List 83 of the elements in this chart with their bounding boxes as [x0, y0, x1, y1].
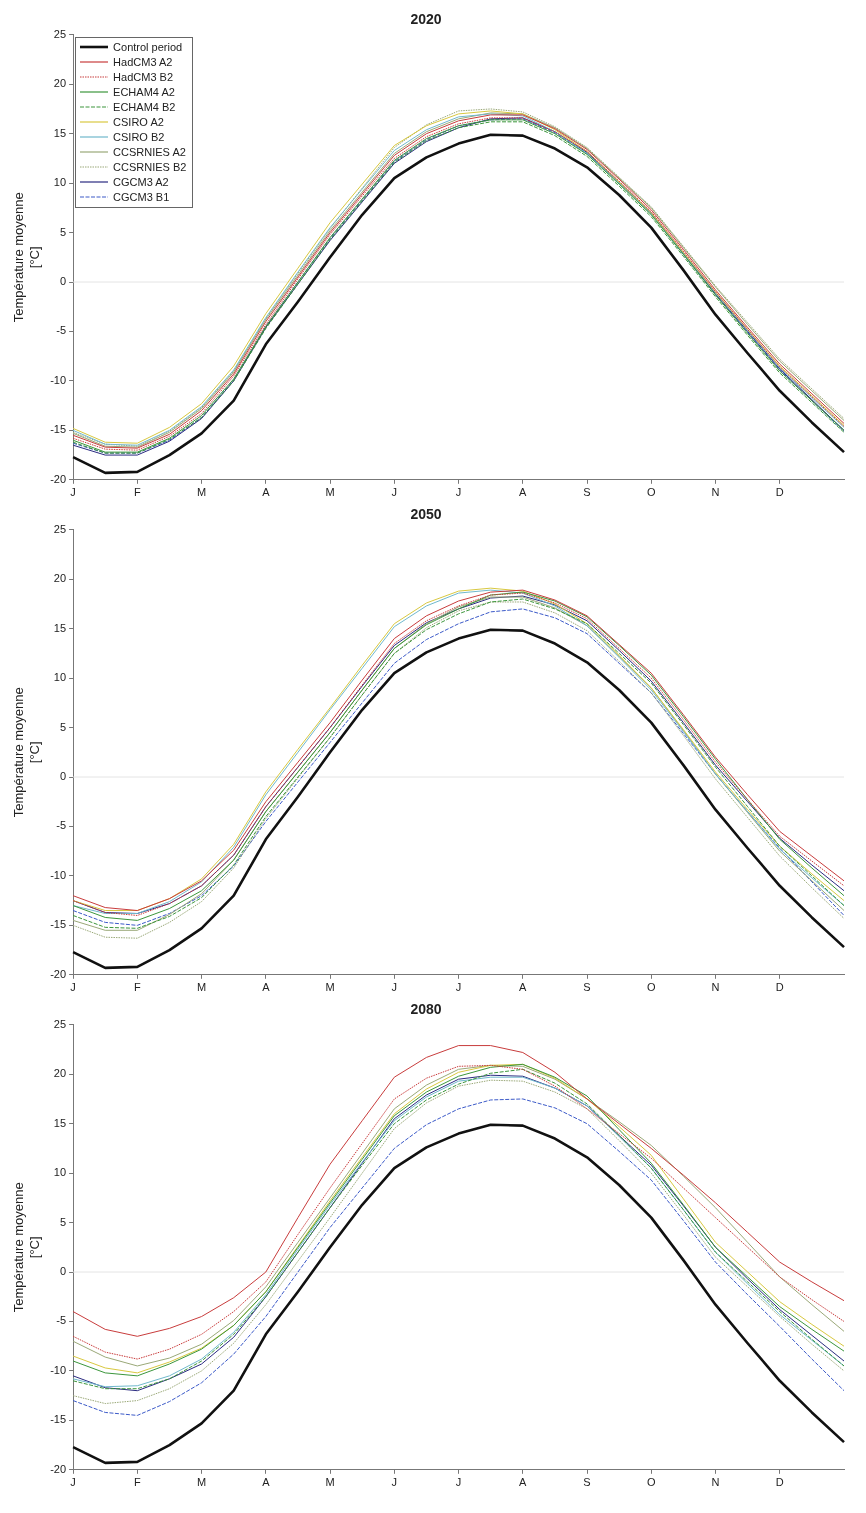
y-tick-label: 0 [59, 770, 67, 783]
x-tick-label: F [133, 486, 141, 499]
legend-label: HadCM3 B2 [113, 69, 174, 85]
chart-title: 2050 [410, 506, 442, 523]
x-tick-label: A [519, 981, 528, 994]
legend-label: CCSRNIES A2 [113, 144, 186, 160]
x-tick-label: M [197, 981, 207, 994]
y-tick-label: 0 [59, 275, 67, 288]
y-axis-title: Température moyenne [°C] [11, 687, 42, 818]
y-tick-label: 5 [59, 225, 67, 238]
y-tick-label: -15 [50, 1413, 67, 1426]
legend-label: Control period [113, 39, 183, 55]
y-tick-label: 20 [53, 572, 67, 585]
x-tick-label: N [711, 981, 720, 994]
y-tick-label: 10 [53, 671, 67, 684]
y-tick-label: 25 [53, 1017, 67, 1030]
y-tick-label: 15 [53, 1116, 67, 1129]
legend-label: CCSRNIES B2 [113, 159, 187, 175]
x-tick-label: O [646, 486, 656, 499]
legend-label: CSIRO A2 [113, 114, 164, 130]
x-tick-label: M [197, 486, 207, 499]
y-tick-label: 25 [53, 27, 67, 40]
x-tick-label: D [775, 981, 784, 994]
legend-label: CSIRO B2 [113, 129, 165, 145]
x-tick-label: J [391, 486, 398, 499]
legend-label: ECHAM4 A2 [113, 84, 175, 100]
x-tick-label: M [325, 981, 335, 994]
x-tick-label: N [711, 1476, 720, 1489]
chart-title: 2080 [410, 1001, 442, 1018]
y-tick-label: -10 [50, 1363, 67, 1376]
y-axis-title: Température moyenne [°C] [11, 1182, 42, 1313]
x-tick-label: M [325, 486, 335, 499]
x-tick-label: F [133, 981, 141, 994]
y-tick-label: 10 [53, 1166, 67, 1179]
legend-label: CGCM3 B1 [113, 189, 170, 205]
x-tick-label: A [519, 486, 528, 499]
y-tick-label: 15 [53, 126, 67, 139]
x-tick-label: J [391, 981, 398, 994]
y-tick-label: -15 [50, 423, 67, 436]
y-tick-label: 10 [53, 176, 67, 189]
x-tick-label: J [70, 981, 76, 994]
y-tick-label: 20 [53, 1067, 67, 1080]
y-tick-label: -20 [50, 1462, 67, 1475]
x-tick-label: J [455, 981, 462, 994]
x-tick-label: A [262, 486, 271, 499]
y-tick-label: -10 [50, 373, 67, 386]
y-axis-title: Température moyenne [°C] [11, 192, 42, 323]
x-tick-label: A [262, 1476, 271, 1489]
x-tick-label: J [455, 1476, 462, 1489]
y-tick-label: 20 [53, 77, 67, 90]
legend-label: ECHAM4 B2 [113, 99, 176, 115]
x-tick-label: N [711, 486, 720, 499]
x-tick-label: J [70, 486, 76, 499]
x-tick-label: J [455, 486, 462, 499]
y-tick-label: -5 [56, 819, 67, 832]
chart-title: 2020 [410, 11, 442, 28]
y-tick-label: 5 [59, 1215, 67, 1228]
x-tick-label: A [262, 981, 271, 994]
y-tick-label: 5 [59, 720, 67, 733]
x-tick-label: D [775, 1476, 784, 1489]
x-tick-label: J [70, 1476, 76, 1489]
x-tick-label: F [133, 1476, 141, 1489]
x-tick-label: M [197, 1476, 207, 1489]
x-tick-label: A [519, 1476, 528, 1489]
y-tick-label: -15 [50, 918, 67, 931]
legend-label: CGCM3 A2 [113, 174, 169, 190]
x-tick-label: O [646, 1476, 656, 1489]
x-tick-label: S [583, 1476, 591, 1489]
y-tick-label: -20 [50, 967, 67, 980]
y-tick-label: -5 [56, 324, 67, 337]
y-tick-label: 25 [53, 522, 67, 535]
x-tick-label: O [646, 981, 656, 994]
x-tick-label: M [325, 1476, 335, 1489]
x-tick-label: J [391, 1476, 398, 1489]
y-tick-label: -10 [50, 868, 67, 881]
x-tick-label: D [775, 486, 784, 499]
y-tick-label: 0 [59, 1265, 67, 1278]
x-tick-label: S [583, 981, 591, 994]
y-tick-label: -20 [50, 472, 67, 485]
y-tick-label: 15 [53, 621, 67, 634]
legend-label: HadCM3 A2 [113, 54, 173, 70]
y-tick-label: -5 [56, 1314, 67, 1327]
x-tick-label: S [583, 486, 591, 499]
